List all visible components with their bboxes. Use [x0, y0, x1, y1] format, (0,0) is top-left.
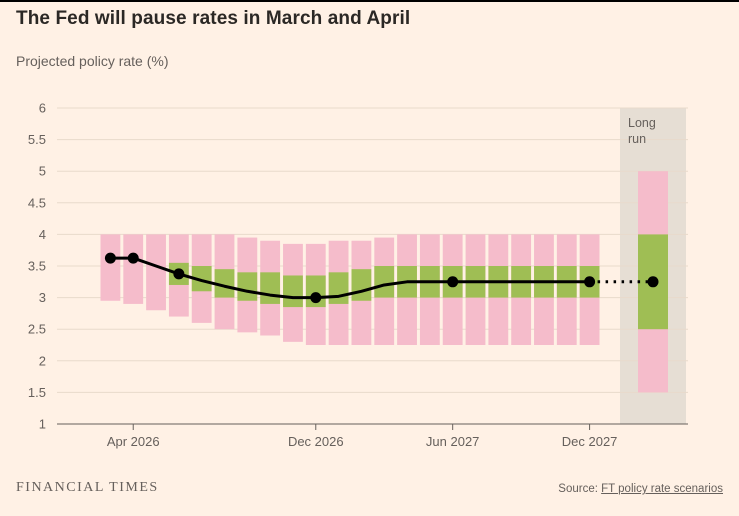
chart-title: The Fed will pause rates in March and Ap…: [16, 8, 411, 29]
pink-range-bar: [146, 234, 166, 311]
source-line: Source: FT policy rate scenarios: [558, 483, 723, 495]
y-tick-label: 6: [39, 101, 46, 116]
pink-range-bar: [123, 234, 144, 304]
source-link[interactable]: FT policy rate scenarios: [601, 483, 723, 495]
y-tick-label: 2: [39, 353, 46, 368]
green-range-bar: [328, 272, 349, 304]
ft-logo-text: FINANCIAL TIMES: [16, 480, 159, 495]
green-range-bar: [237, 272, 258, 301]
median-dot: [173, 268, 185, 280]
y-tick-label: 4.5: [28, 195, 46, 210]
green-range-bar: [260, 272, 281, 304]
green-range-bar: [374, 266, 395, 298]
median-dot: [104, 252, 116, 264]
green-range-bar: [191, 266, 212, 292]
median-dot: [127, 252, 139, 264]
long-run-dot: [647, 276, 659, 288]
median-line: [108, 256, 592, 300]
top-rule: [0, 0, 739, 2]
y-tick-label: 5: [39, 164, 46, 179]
green-range-bar: [283, 275, 303, 308]
long-run-label: Long: [628, 116, 656, 130]
x-tick-label: Apr 2026: [107, 434, 160, 449]
chart-subtitle: Projected policy rate (%): [16, 53, 169, 69]
median-dot: [310, 292, 322, 304]
y-tick-label: 3: [39, 290, 46, 305]
y-tick-label: 1.5: [28, 385, 46, 400]
x-tick-label: Dec 2026: [288, 434, 344, 449]
green-range-bar: [351, 269, 372, 301]
y-tick-label: 3.5: [28, 259, 46, 274]
pink-range-bar: [100, 234, 121, 301]
x-tick-label: Jun 2027: [426, 434, 480, 449]
median-dot: [447, 276, 459, 288]
y-tick-label: 5.5: [28, 132, 46, 147]
x-tick-label: Dec 2027: [562, 434, 618, 449]
y-tick-label: 2.5: [28, 322, 46, 337]
median-dot: [584, 276, 596, 288]
y-tick-label: 1: [39, 417, 46, 432]
chart-canvas: 1 1.5 2 2.5 3 3.5 4 4.5 5 5.5 6 Long run Apr 2026 Dec …: [28, 101, 688, 449]
green-range-bar: [214, 269, 235, 298]
source-prefix: Source:: [558, 483, 602, 495]
y-tick-label: 4: [39, 227, 46, 242]
long-run-label: run: [628, 132, 646, 146]
